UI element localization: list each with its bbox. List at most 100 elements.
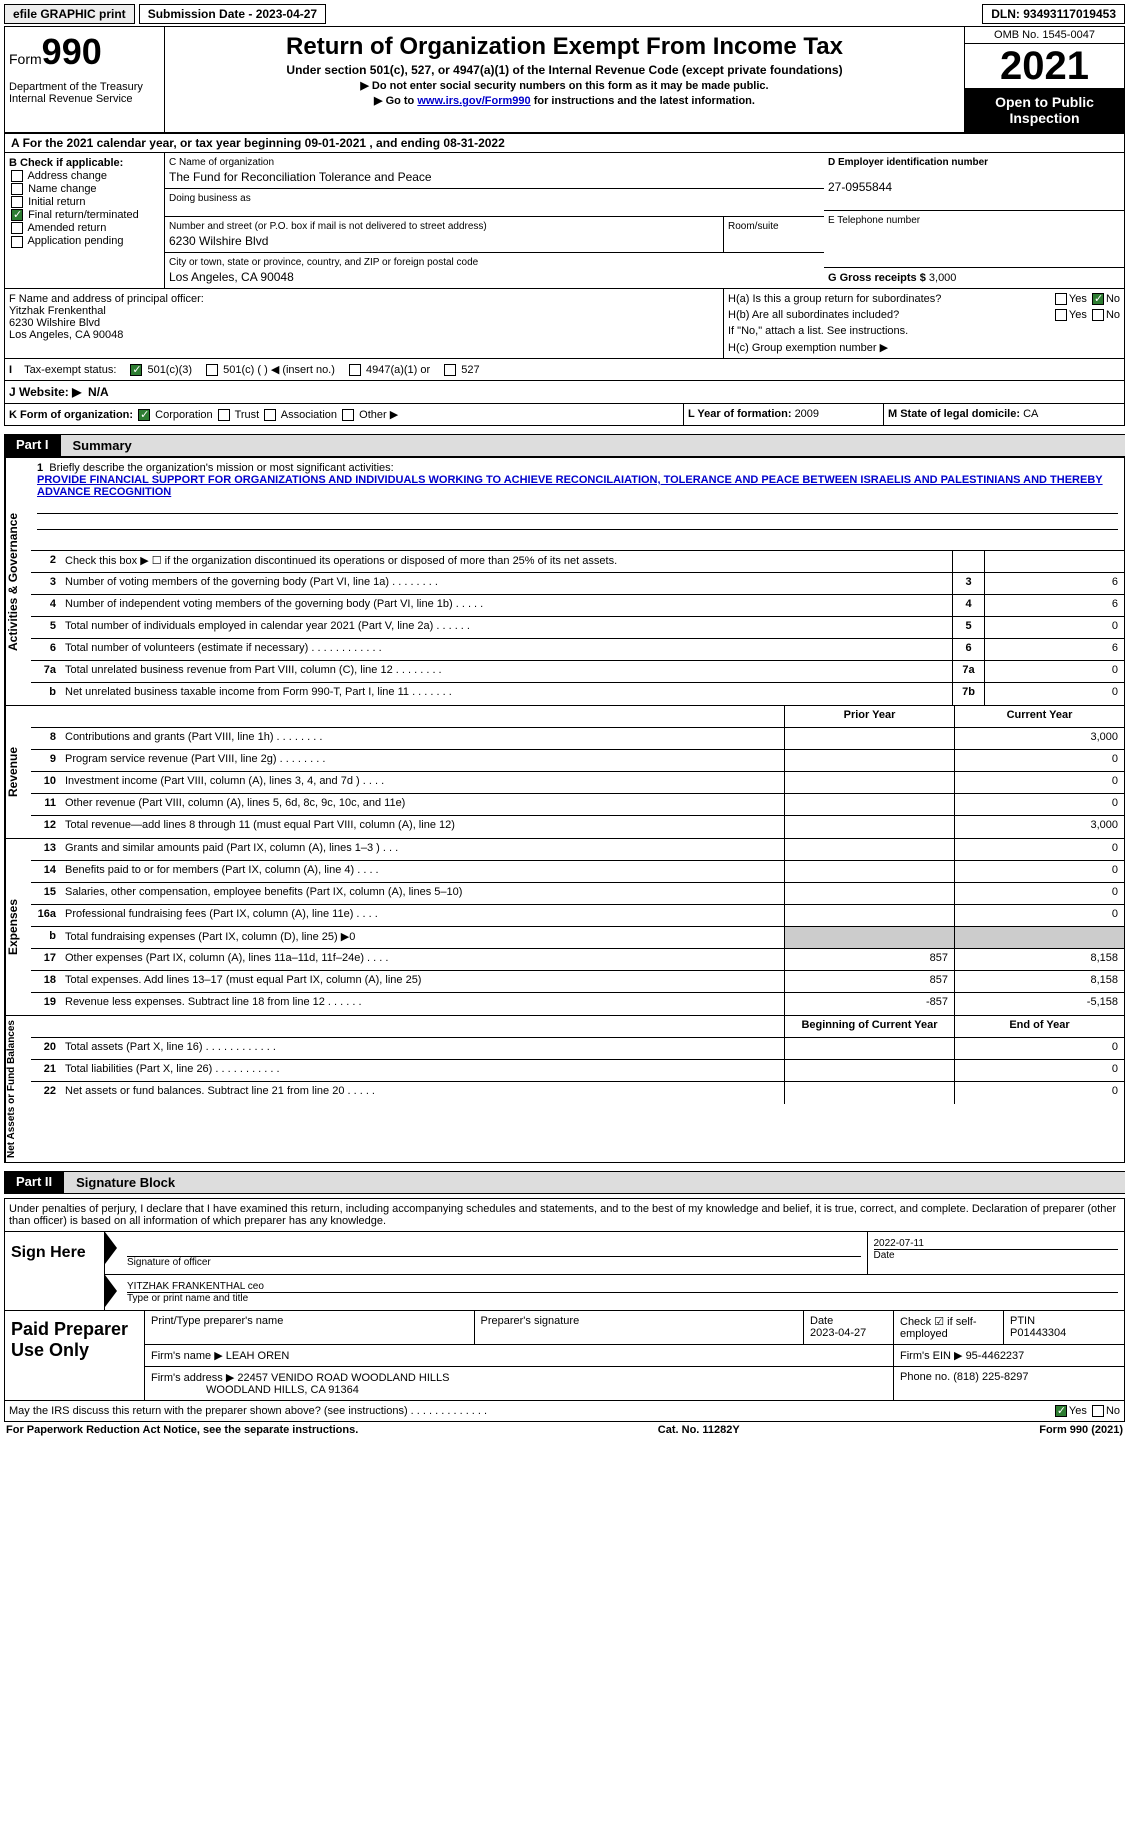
dln: DLN: 93493117019453 — [982, 4, 1125, 24]
discuss-yes-checkbox[interactable] — [1055, 1405, 1067, 1417]
net-assets-line: 21Total liabilities (Part X, line 26) . … — [31, 1060, 1124, 1082]
page-footer: For Paperwork Reduction Act Notice, see … — [4, 1422, 1125, 1438]
org-info-block: B Check if applicable: Address change Na… — [4, 153, 1125, 289]
officer-addr2: Los Angeles, CA 90048 — [9, 329, 719, 341]
perjury-statement: Under penalties of perjury, I declare th… — [5, 1199, 1124, 1232]
firm-name: LEAH OREN — [226, 1350, 290, 1362]
corporation-checkbox[interactable] — [138, 409, 150, 421]
row-a-tax-year: A For the 2021 calendar year, or tax yea… — [4, 134, 1125, 153]
revenue-line: 11Other revenue (Part VIII, column (A), … — [31, 794, 1124, 816]
section-b-checkboxes: B Check if applicable: Address change Na… — [5, 153, 165, 288]
summary-line: 4Number of independent voting members of… — [31, 595, 1124, 617]
expense-line: 13Grants and similar amounts paid (Part … — [31, 839, 1124, 861]
signature-arrow-icon — [105, 1232, 117, 1264]
address: 6230 Wilshire Blvd — [169, 234, 719, 248]
gross-receipts-label: G Gross receipts $ — [828, 272, 929, 284]
revenue-line: 9Program service revenue (Part VIII, lin… — [31, 750, 1124, 772]
column-headers: Prior Year Current Year — [31, 706, 1124, 728]
paperwork-notice: For Paperwork Reduction Act Notice, see … — [6, 1424, 358, 1436]
row-f-h: F Name and address of principal officer:… — [4, 289, 1125, 359]
name-title-label: Type or print name and title — [127, 1292, 1118, 1304]
part-ii-header: Part II Signature Block — [4, 1171, 1125, 1194]
revenue-line: 10Investment income (Part VIII, column (… — [31, 772, 1124, 794]
catalog-number: Cat. No. 11282Y — [658, 1424, 740, 1436]
paid-preparer-block: Paid Preparer Use Only Print/Type prepar… — [4, 1311, 1125, 1401]
preparer-name-label: Print/Type preparer's name — [145, 1311, 475, 1344]
submission-date: Submission Date - 2023-04-27 — [139, 4, 326, 24]
address-label: Number and street (or P.O. box if mail i… — [169, 221, 719, 232]
room-label: Room/suite — [728, 221, 820, 232]
expense-line: 16aProfessional fundraising fees (Part I… — [31, 905, 1124, 927]
row-i-tax-status: I Tax-exempt status: 501(c)(3) 501(c) ( … — [4, 359, 1125, 381]
preparer-sig-label: Preparer's signature — [475, 1311, 805, 1344]
ein-label: D Employer identification number — [828, 157, 988, 168]
top-bar: efile GRAPHIC print Submission Date - 20… — [4, 4, 1125, 24]
gross-receipts-value: 3,000 — [929, 272, 957, 284]
department: Department of the Treasury Internal Reve… — [9, 81, 160, 105]
org-name: The Fund for Reconciliation Tolerance an… — [169, 170, 820, 184]
open-to-public: Open to Public Inspection — [965, 88, 1124, 132]
summary-line: 6Total number of volunteers (estimate if… — [31, 639, 1124, 661]
sign-here-label: Sign Here — [5, 1232, 105, 1310]
instructions-link-row: ▶ Go to www.irs.gov/Form990 for instruct… — [169, 94, 960, 107]
mission-text: PROVIDE FINANCIAL SUPPORT FOR ORGANIZATI… — [37, 474, 1103, 498]
summary-line: 2Check this box ▶ ☐ if the organization … — [31, 551, 1124, 573]
summary-line: 3Number of voting members of the governi… — [31, 573, 1124, 595]
signature-block: Under penalties of perjury, I declare th… — [4, 1198, 1125, 1311]
activities-governance-section: Activities & Governance 1 Briefly descri… — [4, 457, 1125, 706]
form-number: Form990 — [9, 31, 160, 73]
dba-label: Doing business as — [169, 193, 820, 204]
expense-line: 18Total expenses. Add lines 13–17 (must … — [31, 971, 1124, 993]
signature-date: 2022-07-11 — [874, 1238, 1119, 1249]
expense-line: bTotal fundraising expenses (Part IX, co… — [31, 927, 1124, 949]
officer-name: Yitzhak Frenkenthal — [9, 305, 719, 317]
expense-line: 14Benefits paid to or for members (Part … — [31, 861, 1124, 883]
form-header: Form990 Department of the Treasury Inter… — [4, 26, 1125, 134]
expense-line: 19Revenue less expenses. Subtract line 1… — [31, 993, 1124, 1015]
preparer-date: 2023-04-27 — [810, 1327, 866, 1339]
summary-line: bNet unrelated business taxable income f… — [31, 683, 1124, 705]
firm-address2: WOODLAND HILLS, CA 91364 — [206, 1384, 359, 1396]
form-subtitle: Under section 501(c), 527, or 4947(a)(1)… — [169, 63, 960, 77]
na-column-headers: Beginning of Current Year End of Year — [31, 1016, 1124, 1038]
irs-link[interactable]: www.irs.gov/Form990 — [417, 95, 530, 107]
revenue-line: 8Contributions and grants (Part VIII, li… — [31, 728, 1124, 750]
tax-year: 2021 — [965, 44, 1124, 88]
omb-number: OMB No. 1545-0047 — [965, 27, 1124, 44]
row-k-l-m: K Form of organization: Corporation Trus… — [4, 404, 1125, 426]
net-assets-line: 20Total assets (Part X, line 16) . . . .… — [31, 1038, 1124, 1060]
city-label: City or town, state or province, country… — [169, 257, 820, 268]
revenue-section: Revenue Prior Year Current Year 8Contrib… — [4, 706, 1125, 839]
officer-addr1: 6230 Wilshire Blvd — [9, 317, 719, 329]
discuss-with-preparer: May the IRS discuss this return with the… — [4, 1401, 1125, 1422]
signature-label: Signature of officer — [127, 1256, 861, 1268]
firm-ein: 95-4462237 — [966, 1350, 1025, 1362]
ein-value: 27-0955844 — [828, 180, 1120, 194]
expenses-section: Expenses 13Grants and similar amounts pa… — [4, 839, 1125, 1016]
phone-label: E Telephone number — [828, 215, 1120, 226]
form-page-label: Form 990 (2021) — [1039, 1424, 1123, 1436]
501c3-checkbox[interactable] — [130, 364, 142, 376]
row-j-website: J Website: ▶ N/A — [4, 381, 1125, 404]
firm-phone: (818) 225-8297 — [953, 1371, 1028, 1383]
ssn-warning: ▶ Do not enter social security numbers o… — [169, 79, 960, 92]
expense-line: 15Salaries, other compensation, employee… — [31, 883, 1124, 905]
city: Los Angeles, CA 90048 — [169, 270, 820, 284]
summary-line: 7aTotal unrelated business revenue from … — [31, 661, 1124, 683]
expense-line: 17Other expenses (Part IX, column (A), l… — [31, 949, 1124, 971]
mission-prompt: Briefly describe the organization's miss… — [49, 462, 393, 474]
summary-line: 5Total number of individuals employed in… — [31, 617, 1124, 639]
net-assets-line: 22Net assets or fund balances. Subtract … — [31, 1082, 1124, 1104]
efile-button[interactable]: efile GRAPHIC print — [4, 4, 135, 24]
form-title: Return of Organization Exempt From Incom… — [169, 33, 960, 61]
officer-label: F Name and address of principal officer: — [9, 293, 719, 305]
date-label: Date — [874, 1249, 1119, 1261]
name-arrow-icon — [105, 1275, 117, 1307]
group-return-no[interactable] — [1092, 293, 1104, 305]
part-i-header: Part I Summary — [4, 434, 1125, 457]
org-name-label: C Name of organization — [169, 157, 820, 168]
self-employed-check: Check ☑ if self-employed — [894, 1311, 1004, 1344]
firm-address1: 22457 VENIDO ROAD WOODLAND HILLS — [237, 1372, 449, 1384]
final-return-checkbox[interactable] — [11, 209, 23, 221]
net-assets-section: Net Assets or Fund Balances Beginning of… — [4, 1016, 1125, 1163]
